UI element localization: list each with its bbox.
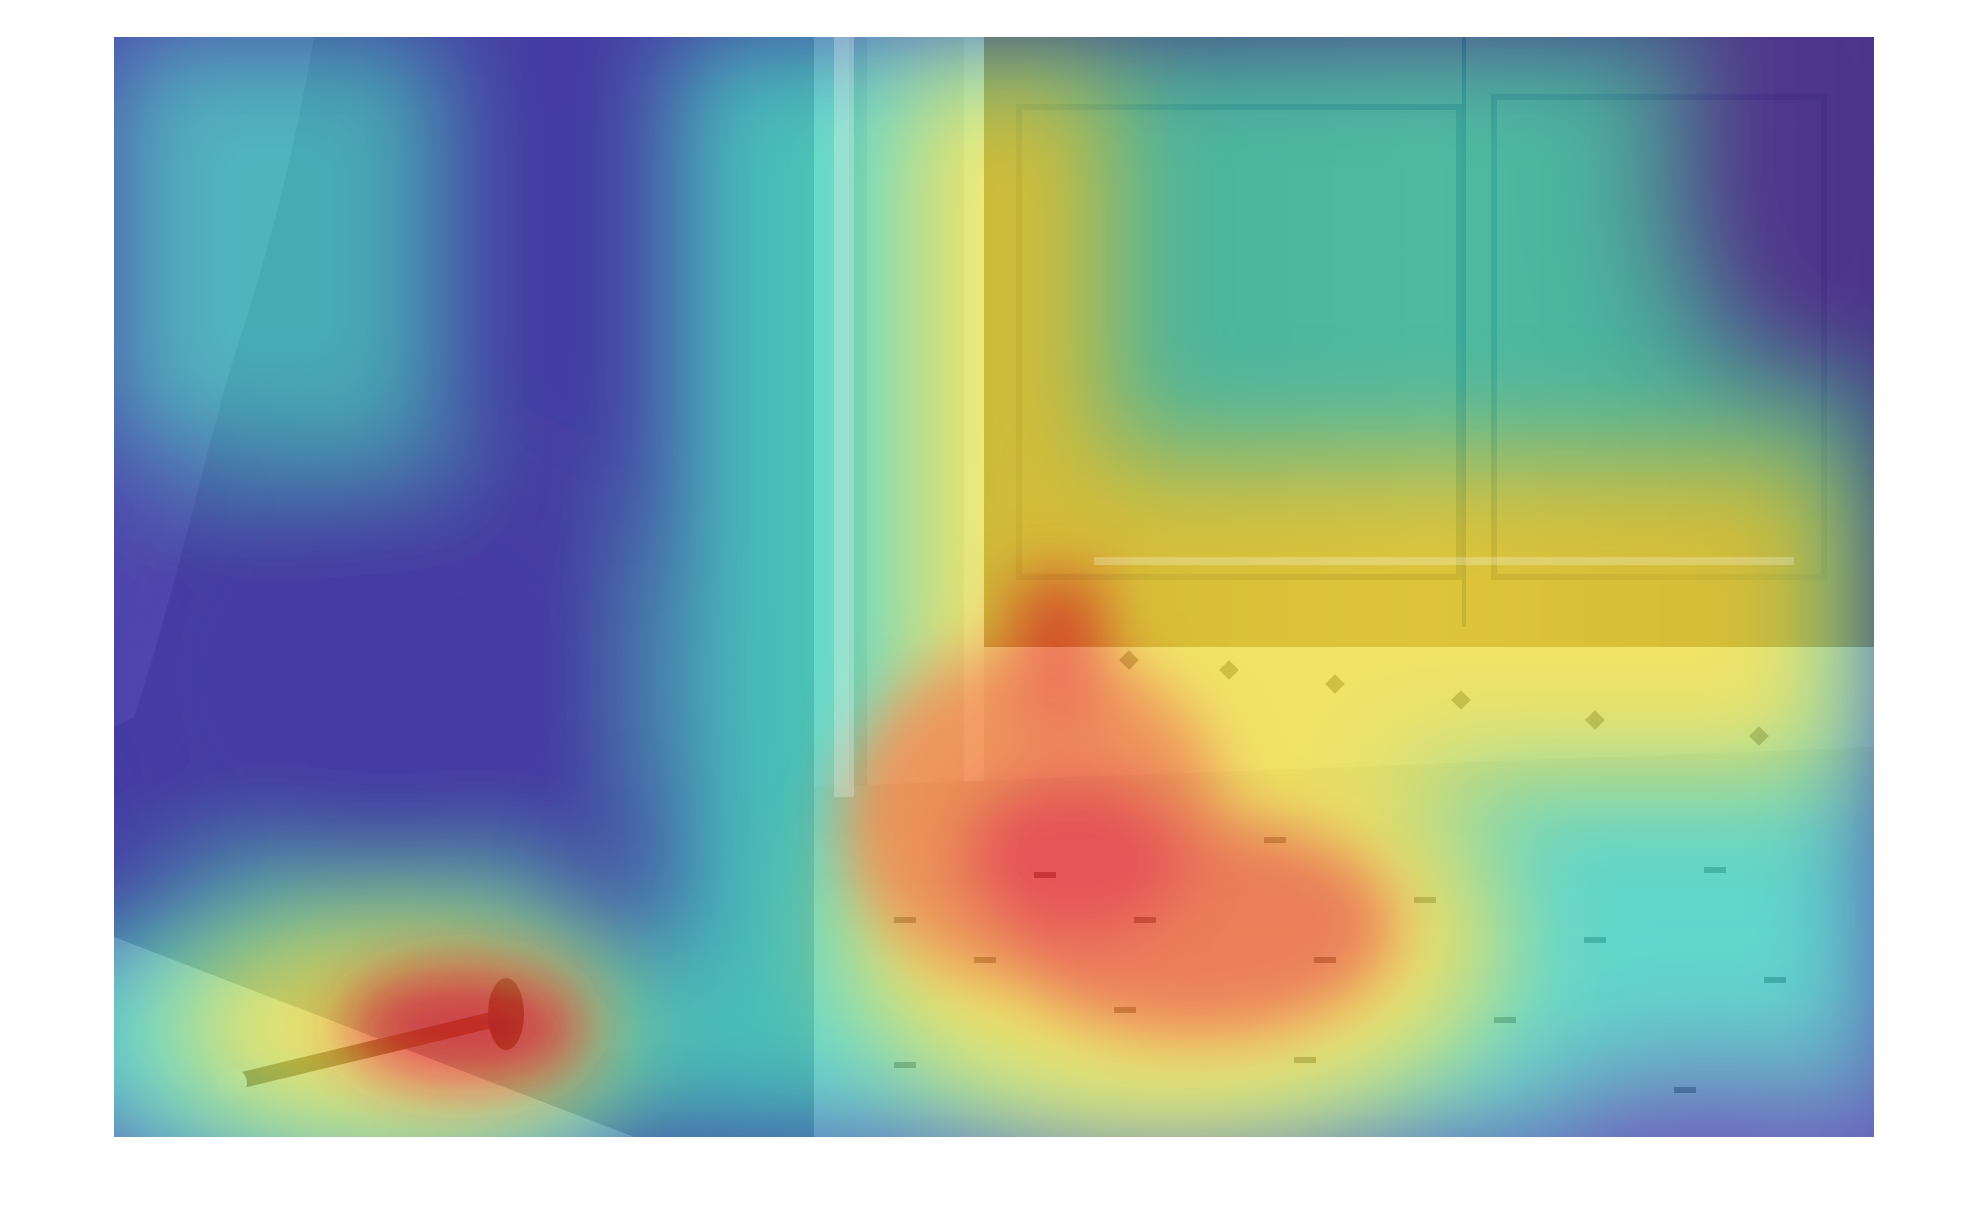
heatmap-image <box>114 37 1874 1137</box>
heatmap-figure <box>114 37 1874 1137</box>
heat-overlay <box>114 37 1874 1137</box>
